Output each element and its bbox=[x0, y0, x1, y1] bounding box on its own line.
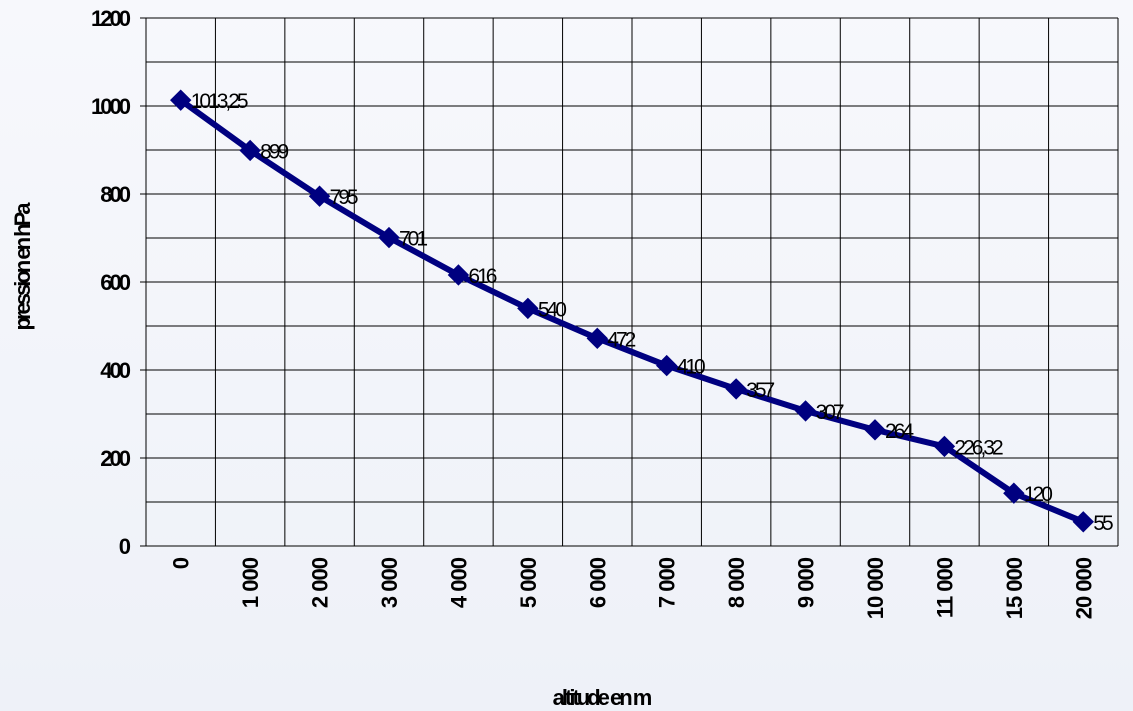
data-label: 795 bbox=[330, 186, 358, 209]
y-tick-label: 400 bbox=[100, 358, 130, 383]
data-point bbox=[378, 226, 400, 249]
x-tick-label: 20 000 bbox=[1071, 557, 1096, 619]
x-tick-label: 8 000 bbox=[724, 557, 749, 608]
y-tick-label: 0 bbox=[119, 534, 131, 559]
data-point bbox=[794, 400, 817, 422]
y-tick-label: 1200 bbox=[91, 6, 131, 31]
data-point bbox=[864, 419, 886, 441]
data-point bbox=[447, 264, 470, 286]
data-point bbox=[1072, 511, 1094, 533]
data-label: 472 bbox=[607, 328, 635, 351]
data-label: 616 bbox=[468, 265, 496, 288]
data-label: 357 bbox=[746, 379, 774, 402]
x-tick-label: 10 000 bbox=[863, 557, 888, 619]
x-tick-label: 0 bbox=[169, 557, 194, 569]
x-tick-label: 6 000 bbox=[585, 557, 610, 608]
data-label: 899 bbox=[260, 140, 288, 163]
y-tick-label: 800 bbox=[100, 182, 130, 207]
x-tick-label: 5 000 bbox=[516, 557, 541, 608]
data-point bbox=[1003, 482, 1025, 504]
data-label: 264 bbox=[885, 420, 914, 443]
data-point bbox=[725, 378, 747, 400]
data-point bbox=[239, 139, 261, 162]
data-label: 540 bbox=[538, 298, 566, 321]
series-line bbox=[178, 97, 1085, 525]
x-axis-title: altitude en m bbox=[553, 685, 652, 710]
data-point bbox=[586, 327, 608, 350]
x-tick-label: 11 000 bbox=[932, 557, 957, 618]
x-tick-label: 7 000 bbox=[655, 557, 680, 608]
data-labels: 1013,25 899 795 701 616 540 472 410 357 307 264 226… bbox=[191, 90, 1116, 535]
data-label: 55 bbox=[1093, 512, 1113, 535]
y-tick-label: 600 bbox=[100, 270, 130, 295]
x-tick-label: 1 000 bbox=[238, 557, 263, 608]
data-label: 307 bbox=[816, 401, 844, 424]
y-tick-label: 1000 bbox=[91, 94, 131, 119]
data-point bbox=[933, 435, 956, 458]
data-point bbox=[170, 89, 192, 111]
x-tick-label: 2 000 bbox=[308, 557, 333, 608]
y-tick-label: 200 bbox=[100, 446, 130, 471]
data-label: 410 bbox=[677, 356, 705, 379]
x-tick-label: 9 000 bbox=[794, 557, 819, 608]
data-point bbox=[517, 297, 539, 320]
y-axis-ticks: 0 200 400 600 800 1000 1200 bbox=[91, 6, 146, 559]
data-label: 120 bbox=[1024, 483, 1052, 506]
data-point bbox=[656, 354, 678, 377]
y-axis-title: pression en hPa bbox=[10, 202, 35, 331]
data-label: 226,32 bbox=[954, 436, 1003, 459]
series bbox=[170, 89, 1094, 533]
data-label: 701 bbox=[399, 228, 427, 251]
x-axis-ticks: 0 1 000 2 000 3 000 4 000 5 000 6 000 7 000 8 00… bbox=[169, 557, 1097, 619]
x-tick-label: 4 000 bbox=[446, 557, 471, 608]
data-point bbox=[308, 185, 331, 207]
data-label: 1013,25 bbox=[191, 90, 248, 113]
x-tick-label: 3 000 bbox=[377, 557, 402, 608]
x-tick-label: 15 000 bbox=[1002, 557, 1027, 619]
